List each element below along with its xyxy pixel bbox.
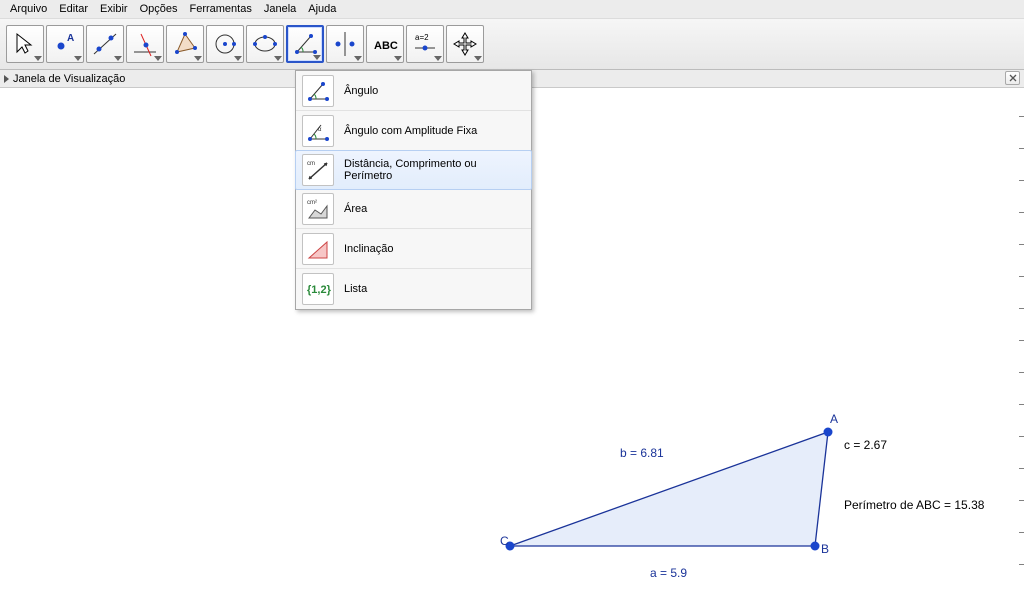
dropdown-caret-icon: [234, 56, 242, 61]
angle-tool[interactable]: [286, 25, 324, 63]
dropdown-caret-icon: [274, 56, 282, 61]
dropdown-caret-icon: [434, 56, 442, 61]
text-tool[interactable]: ABC: [366, 25, 404, 63]
angle-icon: [302, 75, 334, 107]
list-icon: {1,2}: [302, 273, 334, 305]
dropdown-caret-icon: [114, 56, 122, 61]
menu-ajuda[interactable]: Ajuda: [302, 2, 342, 16]
side-b-label: b = 6.81: [620, 446, 664, 460]
perimeter-label: Perímetro de ABC = 15.38: [844, 498, 984, 512]
dropdown-caret-icon: [474, 56, 482, 61]
menu-item-distance[interactable]: cm Distância, Comprimento ou Perímetro: [295, 150, 532, 190]
slider-tool[interactable]: a=2: [406, 25, 444, 63]
perpendicular-tool[interactable]: [126, 25, 164, 63]
dropdown-caret-icon: [154, 56, 162, 61]
menu-item-label: Lista: [344, 283, 367, 295]
menu-bar: Arquivo Editar Exibir Opções Ferramentas…: [0, 0, 1024, 18]
menu-item-label: Ângulo: [344, 85, 378, 97]
circle-tool[interactable]: [206, 25, 244, 63]
menu-item-label: Ângulo com Amplitude Fixa: [344, 125, 477, 137]
menu-item-label: Distância, Comprimento ou Perímetro: [344, 158, 525, 182]
reflect-tool[interactable]: [326, 25, 364, 63]
svg-text:a=2: a=2: [415, 33, 429, 42]
menu-item-area[interactable]: cm² Área: [296, 189, 531, 229]
slope-icon: [302, 233, 334, 265]
line-tool[interactable]: [86, 25, 124, 63]
svg-text:α: α: [318, 127, 322, 133]
menu-ferramentas[interactable]: Ferramentas: [183, 2, 257, 16]
area-icon: cm²: [302, 193, 334, 225]
menu-exibir[interactable]: Exibir: [94, 2, 134, 16]
dropdown-caret-icon: [194, 56, 202, 61]
angle-tool-menu: Ângulo α Ângulo com Amplitude Fixa cm Di…: [295, 70, 532, 310]
menu-item-list[interactable]: {1,2} Lista: [296, 269, 531, 309]
menu-item-angle[interactable]: Ângulo: [296, 71, 531, 111]
panel-close-button[interactable]: [1005, 71, 1020, 85]
close-icon: [1009, 74, 1017, 82]
menu-item-slope[interactable]: Inclinação: [296, 229, 531, 269]
side-a-label: a = 5.9: [650, 566, 687, 580]
svg-text:cm: cm: [307, 161, 315, 167]
point-c-label: C: [500, 534, 509, 548]
point-tool[interactable]: A: [46, 25, 84, 63]
menu-item-label: Área: [344, 203, 367, 215]
dropdown-caret-icon: [313, 55, 321, 60]
menu-janela[interactable]: Janela: [258, 2, 302, 16]
dropdown-caret-icon: [354, 56, 362, 61]
polygon-tool[interactable]: [166, 25, 204, 63]
dropdown-caret-icon: [74, 56, 82, 61]
panel-toggle-icon[interactable]: [4, 75, 9, 83]
point-a-label: A: [830, 412, 838, 426]
svg-text:{1,2}: {1,2}: [307, 284, 331, 296]
svg-text:ABC: ABC: [374, 40, 398, 52]
svg-text:A: A: [67, 33, 74, 44]
dropdown-caret-icon: [34, 56, 42, 61]
menu-opcoes[interactable]: Opções: [134, 2, 184, 16]
menu-editar[interactable]: Editar: [53, 2, 94, 16]
panel-title: Janela de Visualização: [13, 73, 125, 85]
dropdown-caret-icon: [394, 56, 402, 61]
axis-ticks: [1019, 88, 1024, 589]
toolbar: A ABC a=2: [0, 18, 1024, 70]
svg-text:cm²: cm²: [307, 200, 317, 206]
move-view-tool[interactable]: [446, 25, 484, 63]
angle-fixed-icon: α: [302, 115, 334, 147]
move-tool[interactable]: [6, 25, 44, 63]
conic-tool[interactable]: [246, 25, 284, 63]
menu-item-label: Inclinação: [344, 243, 394, 255]
menu-arquivo[interactable]: Arquivo: [4, 2, 53, 16]
menu-item-angle-fixed[interactable]: α Ângulo com Amplitude Fixa: [296, 111, 531, 151]
side-c-label: c = 2.67: [844, 438, 887, 452]
point-b-label: B: [821, 542, 829, 556]
distance-icon: cm: [302, 154, 334, 186]
